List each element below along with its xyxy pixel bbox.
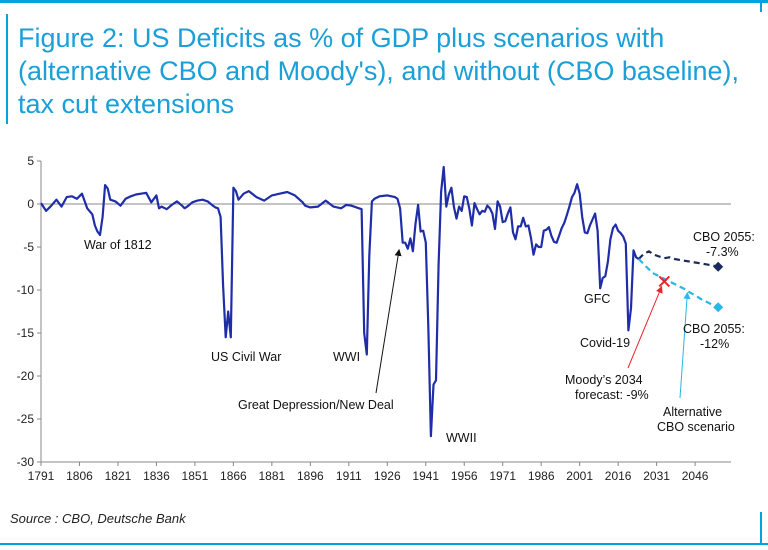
chart-title: Figure 2: US Deficits as % of GDP plus s… xyxy=(18,23,739,119)
cbo-2055-value: -7.3% xyxy=(706,245,739,259)
moodys-arrow xyxy=(627,285,663,369)
alternative-scenario-label: Alternative xyxy=(663,405,722,419)
historical-deficit-line xyxy=(40,165,640,438)
y-tick-label: -30 xyxy=(17,455,35,469)
y-tick-label: 0 xyxy=(27,197,34,211)
great-depression-arrow xyxy=(375,248,402,394)
wwii-label: WWII xyxy=(446,431,477,445)
top-accent-rule xyxy=(0,0,768,3)
moodys-2034-marker xyxy=(658,275,671,288)
y-tick-label: -10 xyxy=(17,283,35,297)
bottom-accent-rule xyxy=(0,543,768,545)
y-tick-label: 5 xyxy=(27,154,34,168)
y-tick-label: -5 xyxy=(23,240,34,254)
bottom-right-accent-rule xyxy=(760,512,762,545)
alternative-cbo-line xyxy=(637,258,719,309)
alternative-scenario-label-line2: CBO scenario xyxy=(657,420,735,434)
moodys-forecast-label: Moody’s 2034 xyxy=(565,373,643,387)
x-tick-label: 1971 xyxy=(489,469,516,480)
moodys-marker-stroke xyxy=(658,275,671,288)
y-tick-label: -15 xyxy=(17,326,35,340)
gfc-label: GFC xyxy=(584,292,610,306)
x-tick-label: 1866 xyxy=(220,469,247,480)
x-tick-label: 1986 xyxy=(528,469,555,480)
chart-annotations: War of 1812 US Civil War WWI Great Depressi… xyxy=(84,230,755,445)
x-tick-label: 2046 xyxy=(682,469,709,480)
x-tick-label: 1926 xyxy=(374,469,401,480)
x-tick-label: 2001 xyxy=(566,469,593,480)
title-accent-rule xyxy=(6,14,8,124)
alternative-2055-label: CBO 2055: xyxy=(683,322,745,336)
x-tick-label: 1881 xyxy=(259,469,286,480)
cbo-2055-marker xyxy=(713,261,724,272)
chart-marks xyxy=(40,165,724,438)
x-tick-label: 1791 xyxy=(28,469,55,480)
y-tick-label: -20 xyxy=(17,369,35,383)
cbo-baseline-line xyxy=(637,250,719,268)
x-tick-label: 1911 xyxy=(336,469,362,480)
covid-19-label: Covid-19 xyxy=(580,336,630,350)
x-tick-label: 1836 xyxy=(143,469,170,480)
alternative-arrow xyxy=(679,291,691,399)
wwi-label: WWI xyxy=(333,350,360,364)
alternative-2055-value: -12% xyxy=(700,337,729,351)
alternative-2055-marker xyxy=(713,302,724,313)
x-tick-label: 1956 xyxy=(451,469,478,480)
x-tick-label: 1821 xyxy=(105,469,132,480)
y-tick-label: -25 xyxy=(17,412,35,426)
cbo-2055-label: CBO 2055: xyxy=(693,230,755,244)
moodys-forecast-value: forecast: -9% xyxy=(575,388,649,402)
us-civil-war-label: US Civil War xyxy=(211,350,281,364)
x-tick-label: 1941 xyxy=(412,469,439,480)
x-tick-label: 2016 xyxy=(605,469,632,480)
top-right-accent-rule xyxy=(760,0,762,12)
x-tick-label: 1806 xyxy=(66,469,93,480)
source-note: Source : CBO, Deutsche Bank xyxy=(10,511,186,526)
great-depression-label: Great Depression/New Deal xyxy=(238,398,394,412)
x-tick-label: 2031 xyxy=(643,469,670,480)
war-of-1812-label: War of 1812 xyxy=(84,238,152,252)
x-tick-label: 1896 xyxy=(297,469,324,480)
x-tick-label: 1851 xyxy=(182,469,209,480)
